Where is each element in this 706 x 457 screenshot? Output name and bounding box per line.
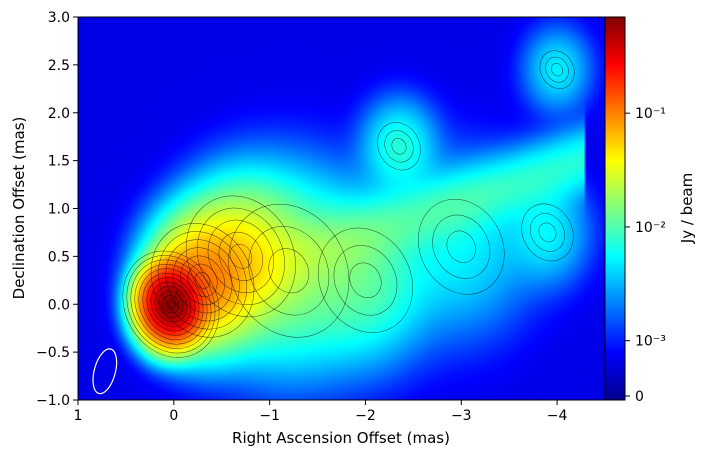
contour-line <box>162 295 180 314</box>
contour-line <box>172 247 233 314</box>
contour-line <box>122 250 220 358</box>
map-area <box>78 17 605 400</box>
contour-line <box>418 198 505 295</box>
y-axis: −1.0 −0.5 0.0 0.5 1.0 1.5 2.0 2.5 3.0 <box>36 10 78 409</box>
y-tick-label: 3.0 <box>48 10 70 26</box>
contour-line <box>432 214 491 279</box>
colorbar-tick-label: 10⁻¹ <box>635 106 666 122</box>
colorbar-ticks: 0 10⁻³ 10⁻² 10⁻¹ <box>625 106 666 405</box>
intensity-image <box>78 17 605 400</box>
x-tick-label: −1 <box>259 408 280 424</box>
contour-line <box>545 56 569 83</box>
y-tick-label: −1.0 <box>36 393 70 409</box>
contour-line <box>138 268 204 341</box>
colorbar-label: Jy / beam <box>678 173 696 244</box>
contour-line <box>218 231 264 281</box>
contour-line <box>142 272 200 336</box>
contour-line <box>196 207 285 306</box>
y-tick-label: 2.0 <box>48 106 70 122</box>
x-tick-label: 0 <box>169 408 178 424</box>
colorbar <box>604 16 626 401</box>
contour-line <box>166 299 176 309</box>
contour-line <box>130 259 212 349</box>
contour-line <box>349 262 382 299</box>
y-tick-label: 0.0 <box>48 297 70 313</box>
y-tick-label: 1.5 <box>48 154 70 170</box>
contour-line <box>207 219 274 293</box>
contour-line <box>551 63 564 77</box>
x-tick-label: 1 <box>74 408 83 424</box>
contour-line <box>126 255 216 354</box>
contour-line <box>185 195 296 318</box>
contour-line <box>229 244 253 269</box>
contour-line <box>446 230 476 263</box>
x-axis: 1 0 −1 −2 −3 −4 <box>74 400 568 424</box>
contour-line <box>154 286 188 323</box>
contour-line <box>150 223 255 338</box>
y-tick-label: 1.0 <box>48 202 70 218</box>
contour-line <box>391 138 407 155</box>
x-tick-label: −2 <box>355 408 376 424</box>
contour-line <box>146 277 196 332</box>
x-tick-label: −4 <box>547 408 568 424</box>
x-tick-label: −3 <box>451 408 472 424</box>
y-tick-label: −0.5 <box>36 345 70 361</box>
contour-line <box>268 248 310 294</box>
contour-line <box>538 222 557 243</box>
contour-line <box>150 281 192 327</box>
colorbar-tick-label: 10⁻³ <box>635 334 666 350</box>
contour-lines <box>122 50 575 358</box>
contour-line <box>539 50 575 89</box>
y-tick-label: 0.5 <box>48 249 70 265</box>
contour-line <box>180 255 225 305</box>
contour-line <box>530 213 565 252</box>
contour-line <box>317 227 414 333</box>
colorbar-tick-label: 10⁻² <box>635 220 666 236</box>
contour-line <box>521 203 574 262</box>
y-tick-label: 2.5 <box>48 58 70 74</box>
contour-line <box>377 122 421 171</box>
beam-ellipse <box>92 348 118 395</box>
colorbar-tick-label: 0 <box>635 389 644 405</box>
contour-line <box>384 130 414 163</box>
y-axis-label: Declination Offset (mas) <box>10 117 28 300</box>
contour-line <box>333 245 398 316</box>
contour-line <box>158 231 247 330</box>
contour-line <box>248 226 330 316</box>
contour-line <box>228 203 350 338</box>
x-axis-label: Right Ascension Offset (mas) <box>232 429 450 447</box>
